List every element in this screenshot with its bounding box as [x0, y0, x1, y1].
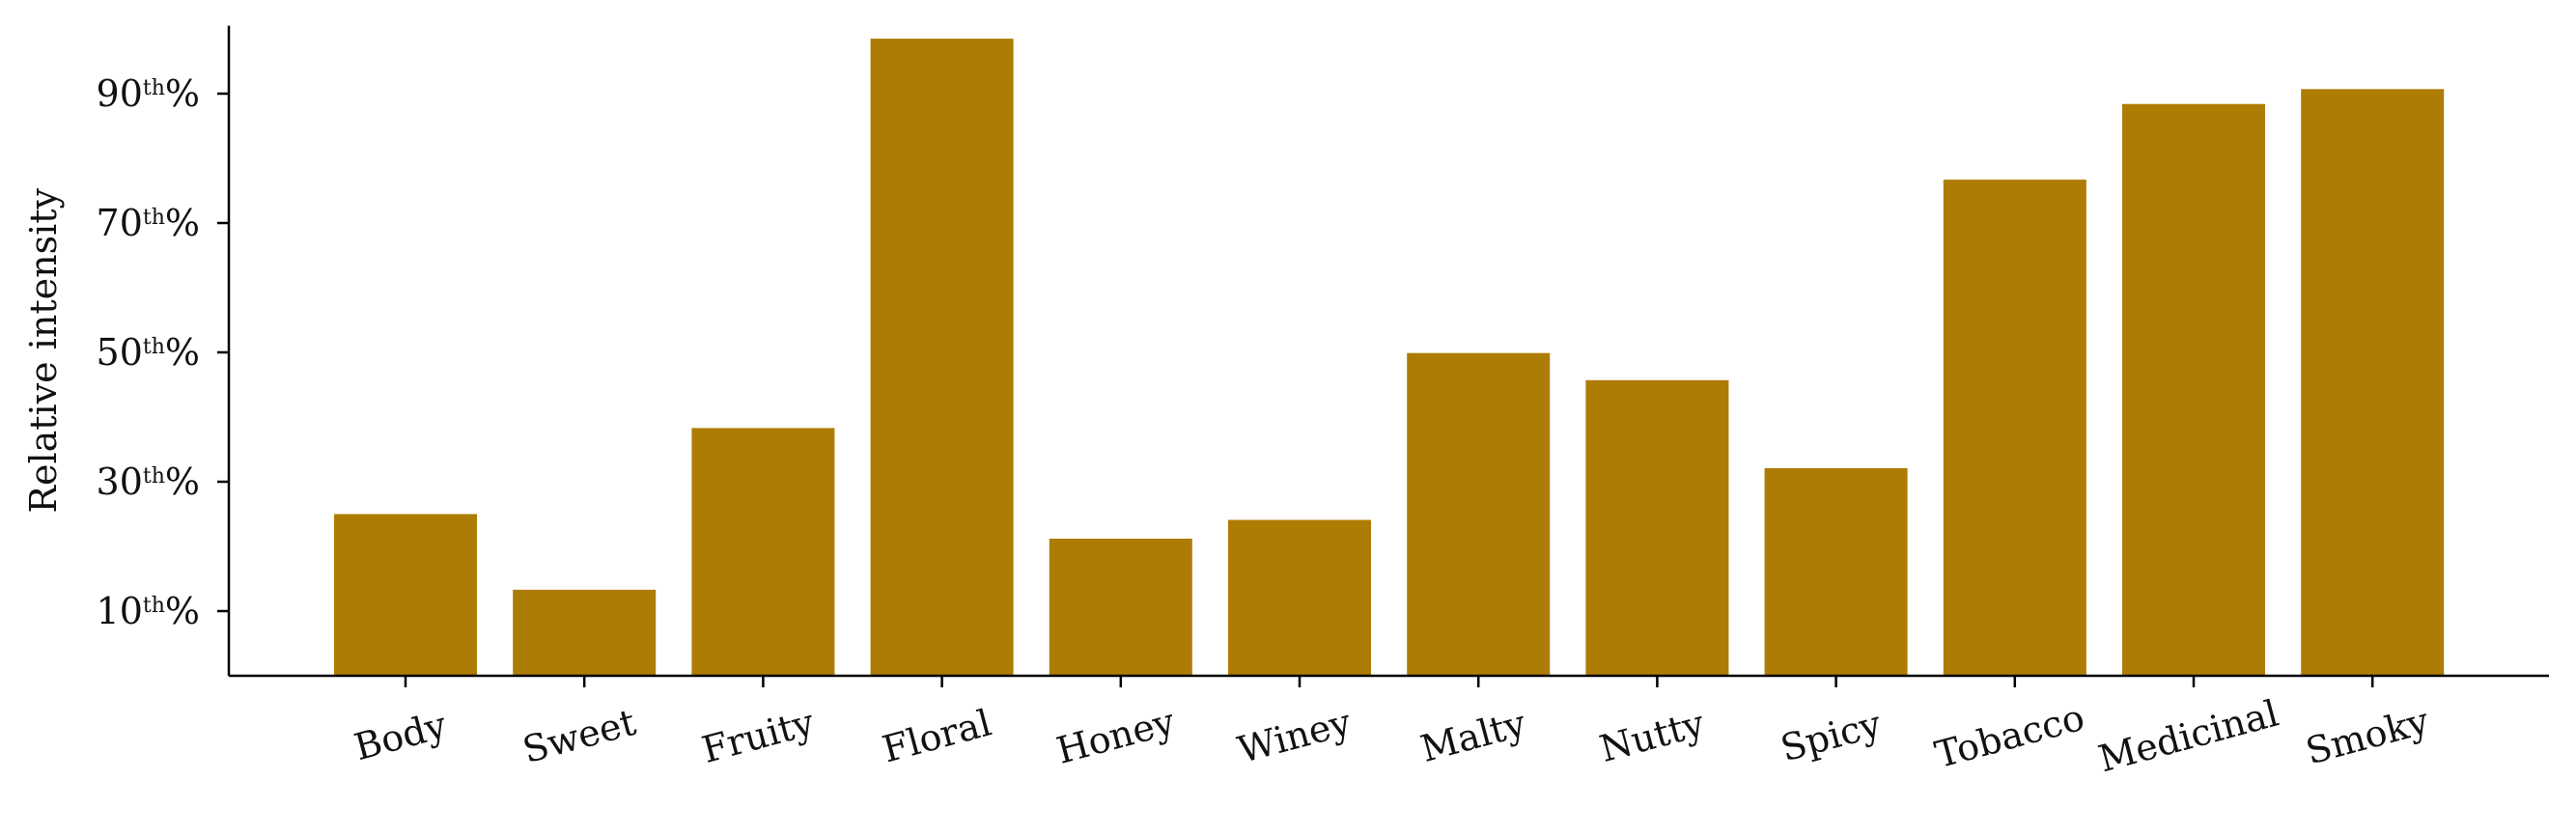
x-tick-label: Sweet [518, 701, 640, 771]
bar-body [334, 514, 477, 676]
y-tick-label: 50th% [97, 331, 200, 374]
x-tick-label: Medicinal [2094, 692, 2282, 781]
x-tick-label: Tobacco [1931, 696, 2089, 776]
bar-medicinal [2122, 103, 2265, 677]
x-tick-label: Fruity [697, 701, 819, 771]
x-tick-label: Body [350, 704, 451, 769]
bar-honey [1049, 538, 1192, 676]
x-tick-label: Honey [1052, 700, 1180, 772]
x-tick-label: Malty [1416, 702, 1531, 770]
y-ticks-group: 10th% 30th% 50th% 70th% 90th% [97, 72, 229, 632]
x-tick-label: Spicy [1777, 702, 1887, 769]
x-ticks-group: Body Sweet Fruity Floral Honey Winey Malty Nutt… [350, 676, 2434, 781]
bar-nutty [1585, 379, 1729, 676]
y-tick-label: 10th% [97, 590, 200, 632]
x-tick-label: Nutty [1595, 702, 1709, 770]
y-tick-label: 30th% [97, 460, 200, 503]
y-axis-title: Relative intensity [22, 187, 65, 513]
y-tick-label: 70th% [97, 202, 200, 244]
bars-group [334, 39, 2445, 677]
bar-smoky [2301, 89, 2445, 676]
bar-tobacco [1943, 180, 2086, 677]
y-tick-label: 90th% [97, 72, 200, 115]
bar-floral [870, 39, 1014, 677]
bar-fruity [691, 428, 835, 676]
bar-winey [1228, 519, 1371, 676]
x-tick-label: Smoky [2302, 699, 2434, 772]
bar-spicy [1764, 467, 1908, 676]
x-tick-label: Winey [1233, 701, 1356, 771]
bar-sweet [513, 589, 657, 676]
bar-malty [1407, 352, 1551, 676]
x-tick-label: Floral [878, 701, 995, 770]
